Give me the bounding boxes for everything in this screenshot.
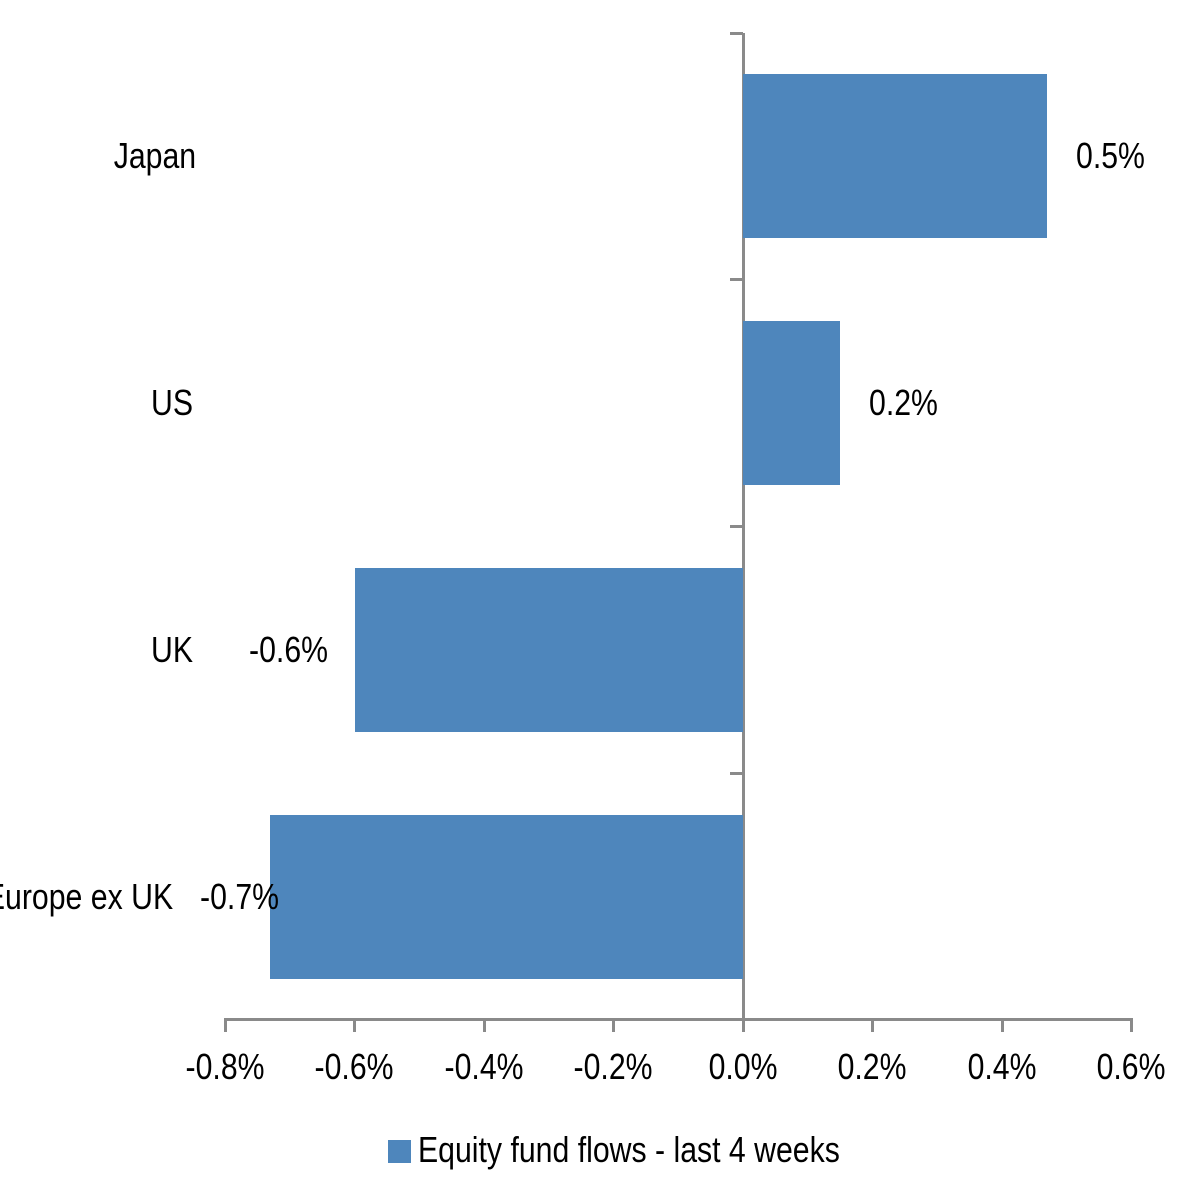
data-label-uk-text: -0.6% [249,628,329,670]
x-axis-tick-label: -0.4% [384,1046,584,1088]
bar-japan [743,74,1048,239]
category-label-us: US [143,382,193,424]
x-axis-tick [612,1018,615,1032]
category-tick [730,278,743,282]
data-label-us-text: 0.2% [869,382,939,424]
category-label-japan: Japan [98,135,196,177]
category-tick [730,31,743,35]
bar-europe-ex-uk [270,814,743,979]
category-label-uk: UK [143,629,193,671]
x-axis-tick-label-text: -0.4% [444,1046,524,1087]
x-axis-tick-label: 0.6% [1032,1046,1197,1088]
x-axis-tick-label: -0.6% [255,1046,455,1088]
category-label-japan-text: Japan [113,135,196,177]
x-axis-line [223,1018,1133,1021]
bar-uk [354,567,743,732]
x-axis-tick-label: 0.2% [773,1046,973,1088]
legend-label: Equity fund flows - last 4 weeks [418,1129,920,1171]
zero-axis-line [741,33,745,1032]
x-axis-tick [223,1018,227,1032]
data-label-us: 0.2% [869,382,951,424]
x-axis-tick-label-text: 0.2% [838,1046,907,1087]
category-label-europe-ex-uk-text: Europe ex UK [0,875,173,917]
data-label-europe-ex-uk-text: -0.7% [200,875,280,917]
x-axis-tick-label: -0.2% [514,1046,714,1088]
data-label-uk: -0.6% [234,628,329,671]
data-label-japan: 0.5% [1076,135,1158,177]
category-label-europe-ex-uk: Europe ex UK [0,876,173,918]
x-axis-tick [871,1018,874,1032]
category-tick [730,771,743,775]
legend-swatch [388,1140,411,1163]
category-label-uk-text: UK [150,628,193,670]
x-axis-tick-label-text: -0.8% [185,1046,265,1087]
x-axis-tick-label-text: 0.6% [1097,1046,1166,1087]
x-axis-tick-label: -0.8% [125,1046,325,1088]
x-axis-tick-label-text: 0.0% [708,1046,778,1087]
x-axis-tick [353,1018,356,1032]
category-label-us-text: US [150,382,193,424]
data-label-japan-text: 0.5% [1076,135,1146,177]
x-axis-tick [482,1018,486,1032]
x-axis-tick-label-text: 0.4% [967,1046,1037,1087]
legend-label-text: Equity fund flows - last 4 weeks [418,1129,840,1170]
x-axis-tick [1130,1018,1133,1032]
x-axis-tick-label-text: -0.2% [573,1046,653,1087]
data-label-europe-ex-uk: -0.7% [185,876,279,918]
x-axis-tick-label: 0.4% [902,1046,1102,1088]
x-axis-tick-label-text: -0.6% [314,1046,394,1087]
bar-us [743,321,841,486]
category-tick [730,525,743,528]
x-axis-tick-label: 0.0% [643,1046,843,1088]
x-axis-tick [1000,1018,1004,1032]
